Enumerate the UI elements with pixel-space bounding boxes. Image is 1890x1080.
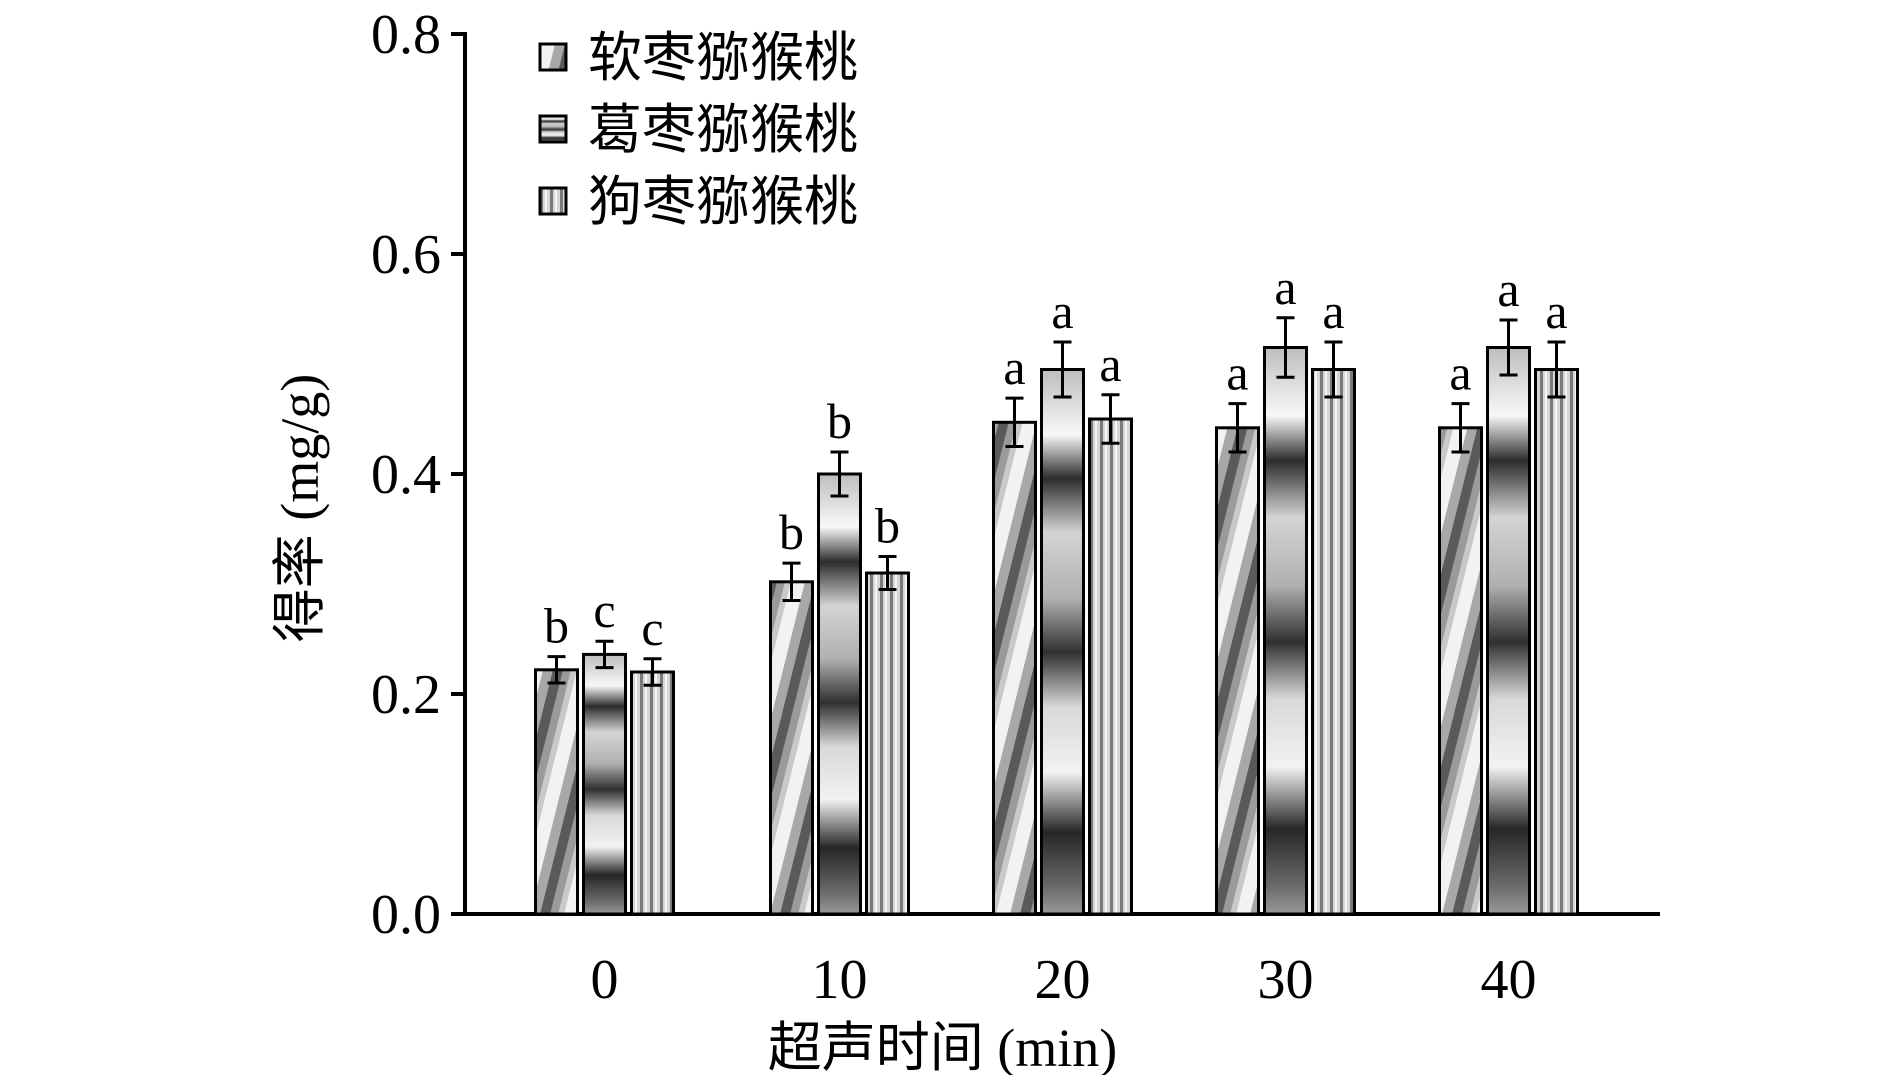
significance-label: a [1322, 283, 1344, 339]
y-tick-label: 0.6 [371, 224, 441, 286]
significance-label: a [1497, 261, 1519, 317]
y-tick-label: 0.8 [371, 4, 441, 66]
bar-2 [1040, 368, 1085, 916]
x-tick-label: 0 [591, 949, 619, 1011]
legend-swatch [538, 186, 568, 216]
significance-label: c [641, 600, 663, 656]
y-axis-title: 得率 (mg/g) [270, 374, 330, 642]
legend-label: 葛枣猕猴桃 [588, 100, 858, 160]
legend-label: 狗枣猕猴桃 [588, 172, 858, 232]
bar-1 [769, 580, 814, 916]
bar-3 [865, 571, 910, 916]
significance-label: a [1449, 345, 1471, 401]
significance-label: c [593, 582, 615, 638]
bar-1 [1438, 426, 1483, 916]
bar-2 [817, 472, 862, 916]
bar-2 [1263, 346, 1308, 916]
significance-label: b [544, 598, 569, 654]
x-tick-label: 40 [1481, 949, 1537, 1011]
bar-1 [534, 668, 579, 916]
bar-3 [1088, 417, 1133, 916]
y-tick-label: 0.0 [371, 884, 441, 946]
bar-2 [1486, 346, 1531, 916]
y-tick-label: 0.4 [371, 444, 441, 506]
significance-label: a [1051, 283, 1073, 339]
significance-label: a [1545, 283, 1567, 339]
bar-3 [1534, 368, 1579, 916]
bar-1 [992, 420, 1037, 916]
legend-label: 软枣猕猴桃 [588, 28, 858, 88]
x-tick-label: 30 [1258, 949, 1314, 1011]
legend-swatch [538, 42, 568, 72]
bar-3 [1311, 368, 1356, 916]
y-tick-label: 0.2 [371, 664, 441, 726]
bar-1 [1215, 426, 1260, 916]
bar-3 [630, 670, 675, 916]
significance-label: b [779, 504, 804, 560]
significance-label: a [1003, 339, 1025, 395]
significance-label: a [1226, 345, 1248, 401]
significance-label: b [875, 498, 900, 554]
x-tick-label: 20 [1035, 949, 1091, 1011]
bar-2 [582, 652, 627, 916]
significance-label: a [1099, 336, 1121, 392]
legend-swatch [538, 114, 568, 144]
x-axis-title: 超声时间 (min) [768, 1018, 1117, 1075]
significance-label: a [1274, 259, 1296, 315]
x-tick-label: 10 [812, 949, 868, 1011]
significance-label: b [827, 393, 852, 449]
